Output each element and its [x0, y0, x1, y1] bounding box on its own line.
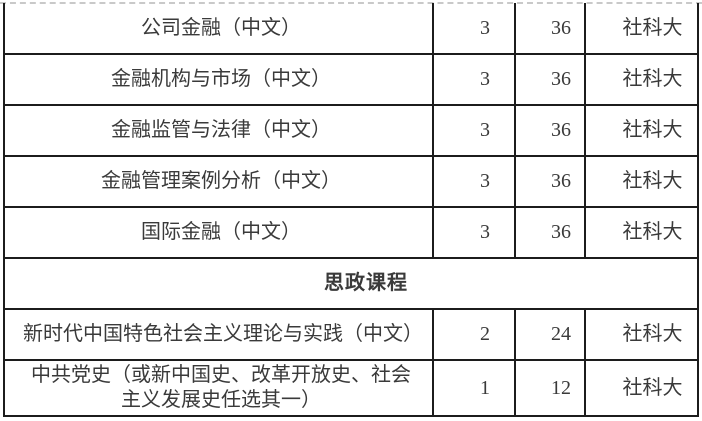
hours-cell: 36: [514, 104, 586, 157]
hours-cell: 12: [514, 359, 586, 417]
provider-cell: 社科大: [584, 359, 699, 417]
hours-cell: 36: [514, 53, 586, 106]
course-name-cell: 金融监管与法律（中文）: [3, 104, 434, 157]
credits-cell: 3: [432, 206, 516, 259]
hours-cell: 36: [514, 206, 586, 259]
section-header-row: 思政课程: [3, 257, 699, 310]
table-row: 金融监管与法律（中文） 3 36 社科大: [3, 104, 699, 157]
course-name-cell: 新时代中国特色社会主义理论与实践（中文）: [3, 308, 434, 361]
provider-cell: 社科大: [584, 3, 699, 55]
hours-cell: 24: [514, 308, 586, 361]
provider-cell: 社科大: [584, 104, 699, 157]
provider-cell: 社科大: [584, 308, 699, 361]
provider-cell: 社科大: [584, 206, 699, 259]
course-table: 公司金融（中文） 3 36 社科大 金融机构与市场（中文） 3 36 社科大 金…: [3, 3, 699, 417]
course-name-cell: 公司金融（中文）: [3, 3, 434, 55]
section-header-cell: 思政课程: [3, 257, 699, 310]
credits-cell: 3: [432, 3, 516, 55]
provider-cell: 社科大: [584, 53, 699, 106]
credits-cell: 1: [432, 359, 516, 417]
course-name-cell: 金融机构与市场（中文）: [3, 53, 434, 106]
provider-cell: 社科大: [584, 155, 699, 208]
table-row: 金融管理案例分析（中文） 3 36 社科大: [3, 155, 699, 208]
course-name-cell: 金融管理案例分析（中文）: [3, 155, 434, 208]
credits-cell: 2: [432, 308, 516, 361]
table-row: 公司金融（中文） 3 36 社科大: [3, 3, 699, 55]
hours-cell: 36: [514, 3, 586, 55]
course-name-cell: 中共党史（或新中国史、改革开放史、社会主义发展史任选其一）: [3, 359, 434, 417]
credits-cell: 3: [432, 104, 516, 157]
table-row: 国际金融（中文） 3 36 社科大: [3, 206, 699, 259]
table-row: 金融机构与市场（中文） 3 36 社科大: [3, 53, 699, 106]
credits-cell: 3: [432, 53, 516, 106]
table-row: 中共党史（或新中国史、改革开放史、社会主义发展史任选其一） 1 12 社科大: [3, 359, 699, 417]
hours-cell: 36: [514, 155, 586, 208]
credits-cell: 3: [432, 155, 516, 208]
table-row: 新时代中国特色社会主义理论与实践（中文） 2 24 社科大: [3, 308, 699, 361]
course-name-cell: 国际金融（中文）: [3, 206, 434, 259]
